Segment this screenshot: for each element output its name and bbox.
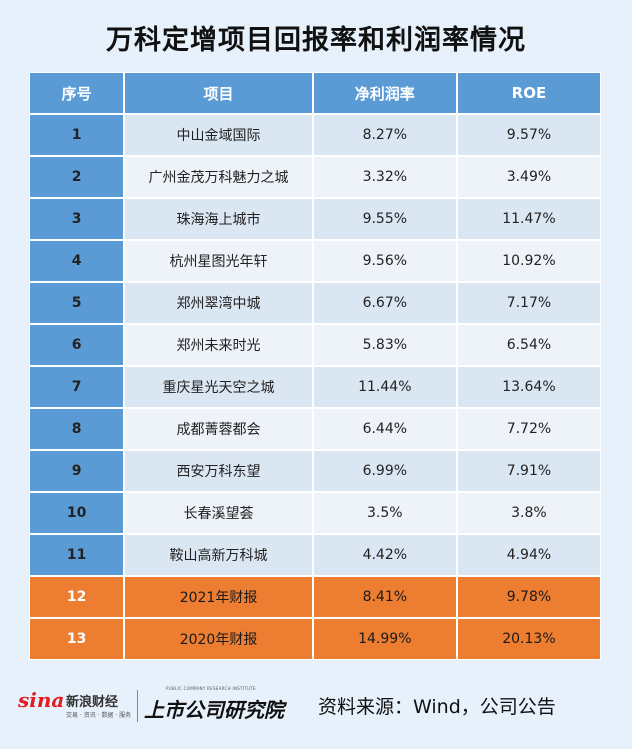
table-row: 6 郑州未来时光 5.83% 6.54%	[29, 324, 601, 366]
table-row: 7 重庆星光天空之城 11.44% 13.64%	[29, 366, 601, 408]
footer: sina 新浪财经 交易 · 资讯 · 数据 · 服务 PUBLIC COMPA…	[0, 684, 632, 730]
row-roe: 13.64%	[456, 366, 601, 408]
row-number: 13	[29, 618, 125, 660]
sina-mark: sina	[18, 688, 65, 712]
header-roe: ROE	[456, 72, 601, 114]
row-number: 12	[29, 576, 125, 618]
page-title: 万科定增项目回报率和利润率情况	[106, 25, 526, 56]
row-project-name: 长春溪望荟	[124, 492, 313, 534]
row-net-margin: 6.67%	[312, 282, 457, 324]
row-net-margin: 9.55%	[312, 198, 457, 240]
row-roe: 7.91%	[456, 450, 601, 492]
row-net-margin: 8.41%	[312, 576, 457, 618]
row-roe: 3.49%	[456, 156, 601, 198]
header-no: 序号	[29, 72, 125, 114]
institute-name: 上市公司研究院	[144, 698, 284, 722]
row-net-margin: 6.44%	[312, 408, 457, 450]
research-institute-logo: PUBLIC COMPANY RESEARCH INSTITUTE 上市公司研究…	[144, 686, 294, 726]
row-net-margin: 8.27%	[312, 114, 457, 156]
row-project-name: 杭州星图光年轩	[124, 240, 313, 282]
institute-tagline: PUBLIC COMPANY RESEARCH INSTITUTE	[166, 686, 256, 691]
table-header-row: 序号 项目 净利润率 ROE	[29, 72, 601, 114]
row-roe: 7.17%	[456, 282, 601, 324]
row-net-margin: 6.99%	[312, 450, 457, 492]
row-roe: 11.47%	[456, 198, 601, 240]
row-number: 4	[29, 240, 125, 282]
row-project-name: 成都菁蓉都会	[124, 408, 313, 450]
sina-name: 新浪财经	[66, 695, 119, 710]
sina-subtitle: 交易 · 资讯 · 数据 · 服务	[66, 712, 132, 719]
table-row: 4 杭州星图光年轩 9.56% 10.92%	[29, 240, 601, 282]
row-roe: 10.92%	[456, 240, 601, 282]
row-roe: 6.54%	[456, 324, 601, 366]
row-net-margin: 3.5%	[312, 492, 457, 534]
row-number: 10	[29, 492, 125, 534]
row-roe: 9.78%	[456, 576, 601, 618]
row-number: 7	[29, 366, 125, 408]
sina-finance-logo: sina 新浪财经 交易 · 资讯 · 数据 · 服务	[18, 688, 133, 724]
row-number: 9	[29, 450, 125, 492]
table-row: 1 中山金域国际 8.27% 9.57%	[29, 114, 601, 156]
row-net-margin: 5.83%	[312, 324, 457, 366]
row-number: 6	[29, 324, 125, 366]
table-row: 3 珠海海上城市 9.55% 11.47%	[29, 198, 601, 240]
header-project: 项目	[124, 72, 313, 114]
header-net-margin: 净利润率	[312, 72, 457, 114]
row-net-margin: 11.44%	[312, 366, 457, 408]
source-note: 资料来源：Wind，公司公告	[318, 696, 556, 718]
footer-divider	[137, 690, 138, 722]
row-project-name: 西安万科东望	[124, 450, 313, 492]
table-row: 13 2020年财报 14.99% 20.13%	[29, 618, 601, 660]
row-roe: 3.8%	[456, 492, 601, 534]
row-project-name: 鞍山高新万科城	[124, 534, 313, 576]
table-row: 9 西安万科东望 6.99% 7.91%	[29, 450, 601, 492]
row-roe: 4.94%	[456, 534, 601, 576]
row-project-name: 郑州翠湾中城	[124, 282, 313, 324]
row-net-margin: 14.99%	[312, 618, 457, 660]
row-project-name: 广州金茂万科魅力之城	[124, 156, 313, 198]
row-project-name: 2021年财报	[124, 576, 313, 618]
row-roe: 7.72%	[456, 408, 601, 450]
row-number: 11	[29, 534, 125, 576]
row-project-name: 郑州未来时光	[124, 324, 313, 366]
table-row: 10 长春溪望荟 3.5% 3.8%	[29, 492, 601, 534]
table-row: 5 郑州翠湾中城 6.67% 7.17%	[29, 282, 601, 324]
row-net-margin: 9.56%	[312, 240, 457, 282]
row-number: 5	[29, 282, 125, 324]
row-number: 3	[29, 198, 125, 240]
row-project-name: 珠海海上城市	[124, 198, 313, 240]
table-row: 12 2021年财报 8.41% 9.78%	[29, 576, 601, 618]
table-row: 2 广州金茂万科魅力之城 3.32% 3.49%	[29, 156, 601, 198]
row-roe: 20.13%	[456, 618, 601, 660]
row-number: 1	[29, 114, 125, 156]
row-net-margin: 4.42%	[312, 534, 457, 576]
row-project-name: 中山金域国际	[124, 114, 313, 156]
row-project-name: 2020年财报	[124, 618, 313, 660]
table-row: 11 鞍山高新万科城 4.42% 4.94%	[29, 534, 601, 576]
row-number: 8	[29, 408, 125, 450]
row-number: 2	[29, 156, 125, 198]
row-roe: 9.57%	[456, 114, 601, 156]
data-table: 序号 项目 净利润率 ROE 1 中山金域国际 8.27% 9.57% 2 广州金茂万科魅…	[29, 72, 601, 660]
row-project-name: 重庆星光天空之城	[124, 366, 313, 408]
row-net-margin: 3.32%	[312, 156, 457, 198]
table-row: 8 成都菁蓉都会 6.44% 7.72%	[29, 408, 601, 450]
